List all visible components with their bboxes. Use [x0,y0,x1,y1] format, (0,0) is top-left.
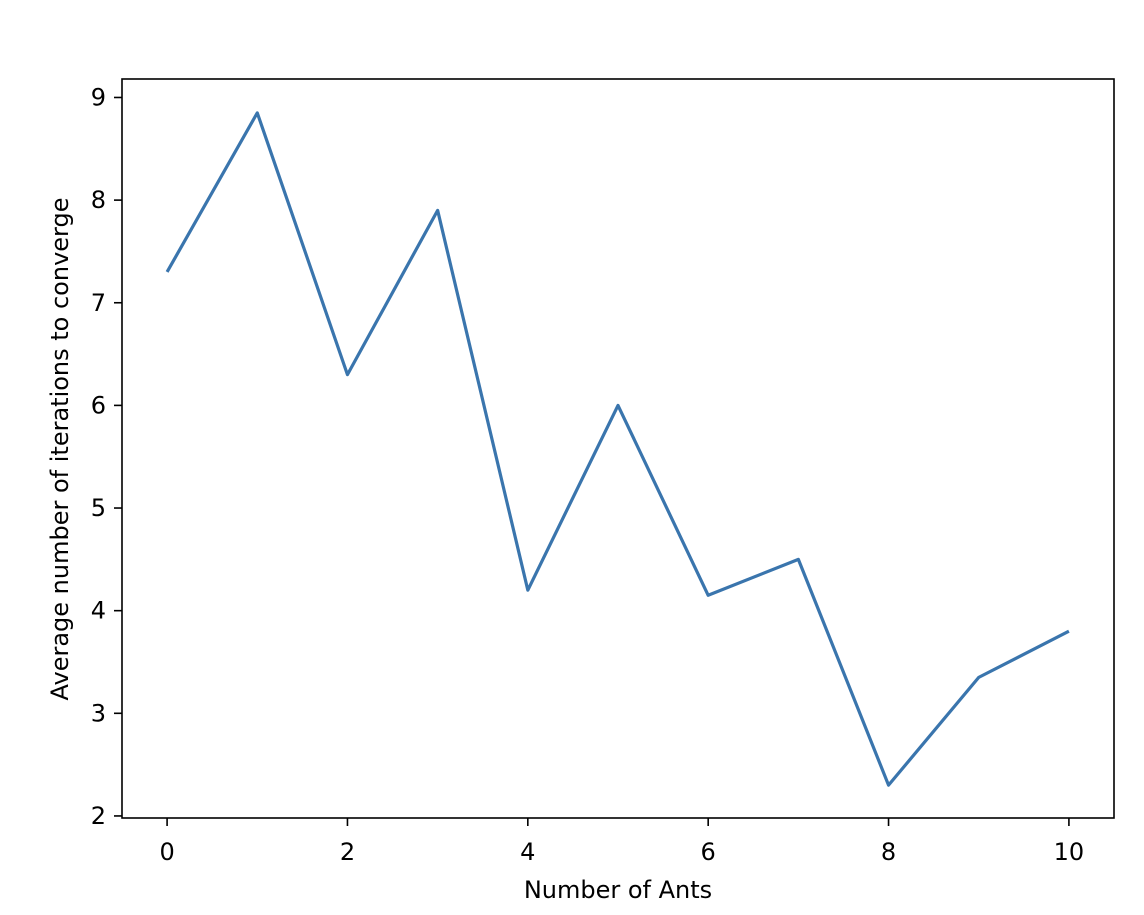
series-layer [165,111,1070,787]
x-tick-label: 2 [340,838,355,866]
y-tick-label: 7 [91,289,106,317]
y-tick-label: 4 [91,597,106,625]
y-axis-ticks: 2 3 4 5 6 7 8 9 [91,83,122,830]
y-tick-label: 8 [91,186,106,214]
series-line [165,111,1070,787]
y-tick-label: 2 [91,802,106,830]
x-tick-label: 4 [520,838,535,866]
x-axis-label: Number of Ants [524,876,712,904]
x-tick-label: 0 [159,838,174,866]
y-tick-label: 9 [91,83,106,111]
y-tick-label: 6 [91,391,106,419]
y-tick-label: 5 [91,494,106,522]
x-axis-ticks: 0 2 4 6 8 10 [159,818,1084,866]
plot-frame [121,78,1115,819]
x-tick-label: 8 [881,838,896,866]
y-axis-label: Average number of iterations to converge [46,198,74,701]
y-tick-label: 3 [91,699,106,727]
x-tick-label: 10 [1054,838,1085,866]
x-tick-label: 6 [701,838,716,866]
